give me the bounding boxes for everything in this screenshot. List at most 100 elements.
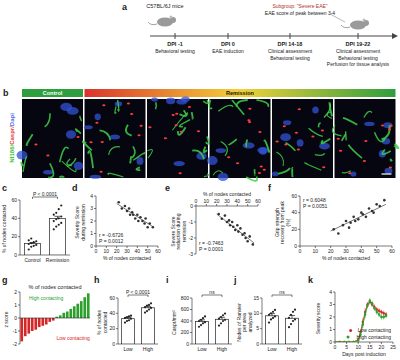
point <box>362 213 365 216</box>
step-task: Clinical assessment <box>336 48 381 54</box>
x-tick-label: Control <box>24 257 40 263</box>
x-tick-label: 50 <box>245 198 251 204</box>
micrograph-texture <box>248 121 251 123</box>
micrograph-texture <box>218 173 229 181</box>
y-tick-label: 60 <box>11 197 17 203</box>
y-tick-label: 800 <box>181 295 190 301</box>
plot <box>266 309 299 344</box>
point <box>383 199 386 202</box>
micrograph-texture <box>207 156 218 165</box>
micrograph-texture <box>216 148 226 153</box>
text-line: Caspr/mm² <box>171 310 177 335</box>
bar <box>52 318 55 321</box>
point <box>126 316 128 318</box>
micrograph-texture <box>206 136 209 143</box>
x-tick-label: Remission <box>46 257 70 263</box>
bar <box>286 318 299 344</box>
x-tick <box>258 204 259 206</box>
micrograph-texture <box>126 125 132 136</box>
scale-bar <box>382 173 392 174</box>
bar <box>34 318 37 330</box>
y-tick-label: 0 <box>90 243 93 249</box>
stain: Caspr/ <box>9 126 15 145</box>
micrograph-texture <box>84 125 93 129</box>
micrograph-texture <box>382 149 391 154</box>
point <box>342 224 345 227</box>
panel-letter: c <box>2 183 7 193</box>
point <box>137 220 140 223</box>
point <box>234 229 237 232</box>
micrograph-texture <box>133 153 145 161</box>
panel-h: h0204060% of nodescontactedLowHighP < 0.… <box>94 275 158 352</box>
y-tick-label: -2 <box>13 341 18 347</box>
micrograph-texture <box>315 153 325 155</box>
micrograph-texture <box>246 140 247 147</box>
micrograph-texture <box>45 113 50 127</box>
micrograph-texture <box>60 147 69 162</box>
marker <box>343 341 345 342</box>
y-tick-label: 400 <box>181 318 190 324</box>
micrograph-texture <box>322 166 325 168</box>
y-tick-label: 1 <box>329 326 332 332</box>
point <box>290 314 292 316</box>
y-label: % of nodes contacted <box>1 205 7 253</box>
x-tick-label: 20 <box>214 198 220 204</box>
micrograph-texture <box>312 107 318 114</box>
bracket <box>128 295 148 297</box>
micrograph-texture <box>364 111 372 117</box>
panel-c: c0204060% of nodes contactedControlRemis… <box>1 183 70 263</box>
connector <box>330 14 345 22</box>
y-tick-label: 40 <box>11 215 17 221</box>
bar <box>216 319 229 344</box>
point <box>136 213 139 216</box>
point <box>144 311 146 313</box>
y-tick-label: 0 <box>190 203 193 209</box>
bar <box>66 312 69 319</box>
point <box>337 232 340 235</box>
panel-d: d01234Severity Scoreduring remission0102… <box>72 183 161 261</box>
y-tick-label: 0 <box>14 252 17 258</box>
micrograph-texture <box>66 130 76 138</box>
marker <box>338 341 340 342</box>
marker <box>364 313 366 315</box>
point <box>139 216 142 219</box>
micrograph-texture <box>227 156 230 158</box>
annotation: P < 0.0001 <box>126 289 150 295</box>
micrograph-texture <box>364 122 375 126</box>
step-time: DPI 19-22 <box>346 41 371 47</box>
panel-letter: a <box>122 2 128 12</box>
y-tick <box>333 292 335 293</box>
micrograph-texture <box>99 171 102 173</box>
micrograph-texture <box>83 142 92 151</box>
point <box>274 309 276 311</box>
y-tick <box>260 313 262 314</box>
text-line: % of nodes contacted <box>1 205 7 253</box>
panel-j: j051015Nodes of Ranvierper areaanalyzedL… <box>233 275 302 352</box>
micrograph-texture <box>337 138 340 140</box>
subgroup: EAE score of peak between 3-4 <box>265 10 336 16</box>
y-tick-label: 3 <box>329 301 332 307</box>
point <box>345 220 348 223</box>
micrograph-texture <box>110 134 121 139</box>
micrograph-texture <box>80 116 82 121</box>
micrograph-texture <box>275 140 278 142</box>
micrograph-texture <box>375 132 386 141</box>
legend-label: High contacting <box>357 334 392 340</box>
micrograph-texture <box>247 119 250 121</box>
error-bar <box>358 340 359 343</box>
bar <box>73 306 76 318</box>
x-tick-label: 0 <box>195 198 198 204</box>
micrograph-texture <box>67 158 76 166</box>
point <box>224 312 226 314</box>
timeline-tick <box>358 33 359 39</box>
point <box>288 326 290 328</box>
x-axis <box>335 342 393 343</box>
x-tick-label: 40 <box>235 198 241 204</box>
y-tick <box>18 200 20 201</box>
micrograph-texture <box>147 150 152 159</box>
subgroup: Subgroup: "Severe EAE" <box>272 3 327 9</box>
point <box>124 321 126 323</box>
panel-e: e-3-2-10Severe Scorereduction duringremi… <box>165 183 261 257</box>
legend-marker <box>349 329 352 332</box>
point <box>200 319 202 321</box>
